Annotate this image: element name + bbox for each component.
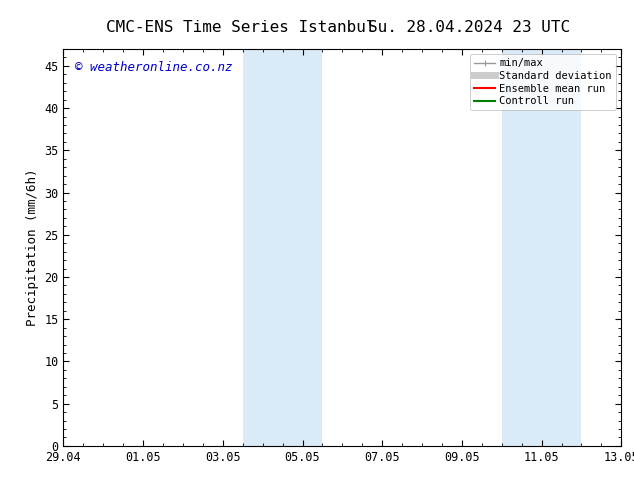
Text: © weatheronline.co.nz: © weatheronline.co.nz	[75, 61, 232, 74]
Text: CMC-ENS Time Series Istanbul: CMC-ENS Time Series Istanbul	[106, 20, 376, 35]
Legend: min/max, Standard deviation, Ensemble mean run, Controll run: min/max, Standard deviation, Ensemble me…	[470, 54, 616, 110]
Y-axis label: Precipitation (mm/6h): Precipitation (mm/6h)	[26, 169, 39, 326]
Bar	[243, 49, 323, 446]
Bar	[501, 49, 581, 446]
Text: Su. 28.04.2024 23 UTC: Su. 28.04.2024 23 UTC	[368, 20, 570, 35]
